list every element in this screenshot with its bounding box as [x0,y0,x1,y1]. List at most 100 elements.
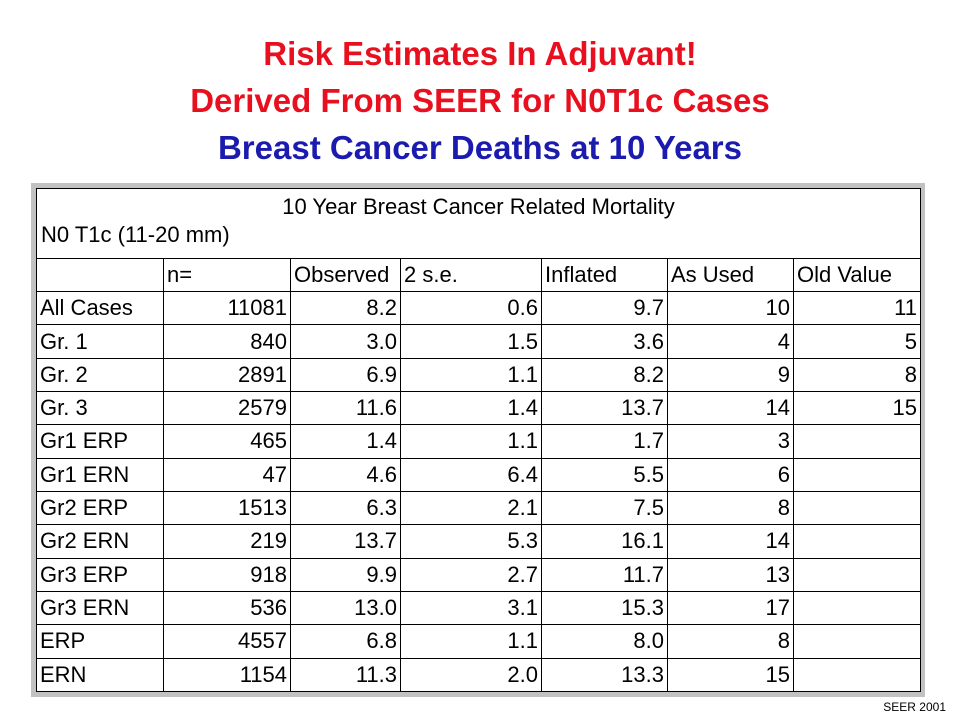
table-cell: 6.9 [290,357,401,393]
table-cell: 13.3 [541,657,668,693]
table-cell: 13 [667,557,794,592]
table-cell: 1.7 [541,424,668,459]
table-cell: 15 [667,657,794,693]
row-label-cell: Gr. 2 [36,357,164,393]
table-cell: 15 [792,391,922,426]
column-header [36,257,164,293]
row-label-cell: ERP [36,624,164,659]
table-cell [792,624,922,659]
table-row: Gr3 ERP 918 9.9 2.7 11.7 13 [36,557,922,592]
table-cell: 6 [667,457,794,492]
header-row: n= Observed 2 s.e. Inflated As Used Old … [36,257,922,293]
title-line-3: Breast Cancer Deaths at 10 Years [217,129,743,166]
table-cell [792,457,922,492]
row-label-cell: Gr1 ERN [36,457,164,492]
table-cell: 16.1 [541,524,668,559]
table-cell: 4557 [163,624,291,659]
table-cell: 6.8 [290,624,401,659]
table-cell: 536 [163,590,291,626]
table-cell [792,657,922,693]
table-frame: 10 Year Breast Cancer Related Mortality … [31,183,925,697]
table-cell [792,424,922,459]
table-cell: 11.7 [541,557,668,592]
table-row: Gr. 2 2891 6.9 1.1 8.2 9 8 [36,357,922,393]
table-cell: 15.3 [541,590,668,626]
row-label-cell: Gr. 3 [36,391,164,426]
table-row: Gr2 ERP 1513 6.3 2.1 7.5 8 [36,490,922,526]
table-cell: 3.1 [400,590,542,626]
table-cell: 1513 [163,490,291,526]
row-label-cell: All Cases [36,291,164,326]
table-cell: 4 [667,324,794,359]
table-cell: 918 [163,557,291,592]
column-header: Inflated [541,257,668,293]
table-cell: 9 [667,357,794,393]
table-cell: 3.0 [290,324,401,359]
table-row: Gr1 ERN 47 4.6 6.4 5.5 6 [36,457,922,492]
table-row: ERP 4557 6.8 1.1 8.0 8 [36,624,922,659]
table-cell: 219 [163,524,291,559]
table-subcaption: N0 T1c (11-20 mm) [41,222,230,247]
column-header: As Used [667,257,794,293]
table-cell: 5.5 [541,457,668,492]
table-row: Gr. 3 2579 11.6 1.4 13.7 14 15 [36,391,922,426]
table-cell [792,590,922,626]
table-cell: 6.3 [290,490,401,526]
table-cell: 6.4 [400,457,542,492]
table-cell: 2579 [163,391,291,426]
table-cell: 4.6 [290,457,401,492]
table-cell: 0.6 [400,291,542,326]
table-cell: 2.7 [400,557,542,592]
caption-cell: 10 Year Breast Cancer Related Mortality … [35,188,922,259]
table-row: All Cases 11081 8.2 0.6 9.7 10 11 [36,291,922,326]
table-cell: 13.0 [290,590,401,626]
row-label-cell: Gr2 ERP [36,490,164,526]
table-cell: 3 [667,424,794,459]
table-cell: 47 [163,457,291,492]
source-note: SEER 2001 [883,700,946,714]
table-cell: 8.0 [541,624,668,659]
table-cell [792,490,922,526]
table-cell: 13.7 [541,391,668,426]
table-cell: 9.9 [290,557,401,592]
table-cell: 8 [667,490,794,526]
table-cell: 1.1 [400,424,542,459]
table-cell: 1.4 [290,424,401,459]
table-cell: 1.1 [400,357,542,393]
table-cell: 11081 [163,291,291,326]
table-cell: 7.5 [541,490,668,526]
table-row: ERN 1154 11.3 2.0 13.3 15 [36,657,922,693]
table-cell: 11.3 [290,657,401,693]
table-cell: 11 [792,291,922,326]
table-cell: 465 [163,424,291,459]
table-cell: 8.2 [290,291,401,326]
column-header: n= [163,257,291,293]
column-header: 2 s.e. [400,257,542,293]
table-row: Gr2 ERN 219 13.7 5.3 16.1 14 [36,524,922,559]
table-cell: 1.4 [400,391,542,426]
table-caption: 10 Year Breast Cancer Related Mortality [282,194,675,219]
row-label-cell: Gr3 ERN [36,590,164,626]
table-cell: 1.1 [400,624,542,659]
table-cell: 8 [667,624,794,659]
caption-row: 10 Year Breast Cancer Related Mortality … [35,188,922,259]
table-cell: 10 [667,291,794,326]
table-cell: 1.5 [400,324,542,359]
table-cell: 5 [792,324,922,359]
title-line-1: Risk Estimates In Adjuvant! [263,35,697,72]
table-cell: 2.0 [400,657,542,693]
table-cell [792,557,922,592]
table-cell: 2891 [163,357,291,393]
table-row: Gr3 ERN 536 13.0 3.1 15.3 17 [36,590,922,626]
table-cell: 14 [667,391,794,426]
table-cell: 8 [792,357,922,393]
table-cell: 2.1 [400,490,542,526]
table-cell: 14 [667,524,794,559]
table-cell [792,524,922,559]
title-line-2: Derived From SEER for N0T1c Cases [190,82,770,119]
table-cell: 9.7 [541,291,668,326]
row-label-cell: ERN [36,657,164,693]
table-row: Gr1 ERP 465 1.4 1.1 1.7 3 [36,424,922,459]
column-header: Old Value [792,257,922,293]
table-cell: 17 [667,590,794,626]
